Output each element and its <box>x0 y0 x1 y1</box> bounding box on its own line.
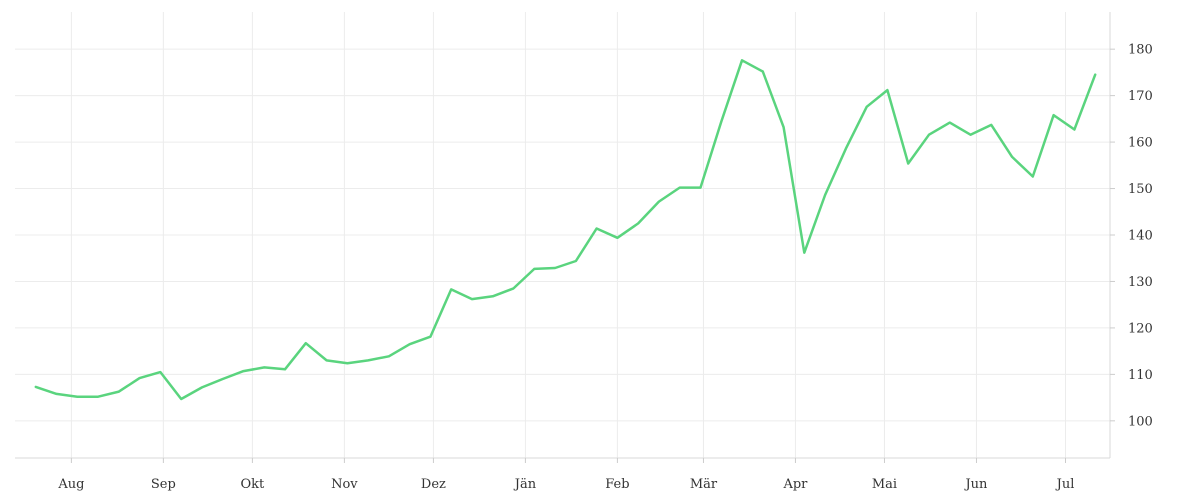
data-point <box>573 259 578 264</box>
data-point <box>449 287 454 292</box>
series-line <box>34 59 1097 401</box>
y-tick-label: 130 <box>1128 275 1153 290</box>
data-point <box>947 120 952 125</box>
data-point <box>802 250 807 255</box>
data-point <box>262 365 267 370</box>
data-point <box>698 185 703 190</box>
data-point <box>220 377 225 382</box>
data-point <box>137 376 142 381</box>
data-point <box>158 370 163 375</box>
data-point <box>283 367 288 372</box>
data-point <box>864 104 869 109</box>
data-point <box>677 185 682 190</box>
data-point <box>428 334 433 339</box>
data-point <box>656 199 661 204</box>
y-tick-label: 120 <box>1128 321 1153 336</box>
data-point <box>1010 154 1015 159</box>
x-tick-label: Jul <box>1055 477 1075 492</box>
data-point <box>740 58 745 63</box>
x-tick-label: Mär <box>690 477 718 492</box>
x-tick-label: Mai <box>872 477 897 492</box>
data-point <box>885 88 890 93</box>
data-point <box>490 294 495 299</box>
data-point <box>511 286 516 291</box>
x-tick-label: Aug <box>57 477 84 492</box>
data-point <box>386 354 391 359</box>
y-tick-label: 100 <box>1128 414 1153 429</box>
data-point <box>636 221 641 226</box>
data-point <box>1030 174 1035 179</box>
data-point <box>1051 113 1056 118</box>
y-tick-label: 180 <box>1128 43 1153 58</box>
data-point <box>241 369 246 374</box>
data-point <box>989 122 994 127</box>
data-point <box>116 389 121 394</box>
series <box>33 58 1098 402</box>
data-point <box>968 132 973 137</box>
data-point <box>366 358 371 363</box>
y-tick-label: 160 <box>1128 136 1153 151</box>
x-tick-label: Jun <box>963 477 988 492</box>
data-point <box>906 161 911 166</box>
data-point <box>553 266 558 271</box>
x-tick-label: Jän <box>513 477 537 492</box>
data-point <box>927 132 932 137</box>
y-tick-label: 110 <box>1128 368 1153 383</box>
y-tick-label: 170 <box>1128 89 1153 104</box>
x-tick-label: Nov <box>331 477 358 492</box>
data-point <box>1093 72 1098 77</box>
data-point <box>303 341 308 346</box>
data-point <box>345 361 350 366</box>
data-point <box>615 235 620 240</box>
data-point <box>324 358 329 363</box>
y-tick-label: 150 <box>1128 182 1153 197</box>
x-tick-label: Okt <box>241 477 266 492</box>
grid <box>15 12 1110 458</box>
data-point <box>760 69 765 74</box>
data-point <box>407 342 412 347</box>
y-tick-label: 140 <box>1128 229 1153 244</box>
axes: Aug Sep Okt Nov Dez Jän Feb Mär Apr Mai Jun Jul 100 1… <box>15 12 1153 492</box>
data-point <box>54 391 59 396</box>
x-tick-label: Sep <box>151 477 176 492</box>
data-point <box>470 297 475 302</box>
data-point <box>781 125 786 130</box>
data-point <box>594 226 599 231</box>
data-point <box>719 119 724 124</box>
x-tick-label: Apr <box>782 477 808 492</box>
data-point <box>33 384 38 389</box>
data-point <box>179 397 184 402</box>
data-point <box>200 385 205 390</box>
x-tick-label: Feb <box>605 477 629 492</box>
data-point <box>823 193 828 198</box>
data-point <box>1072 127 1077 132</box>
data-point <box>96 394 101 399</box>
data-point <box>843 146 848 151</box>
data-point <box>532 266 537 271</box>
data-point <box>75 394 80 399</box>
x-tick-label: Dez <box>421 477 446 492</box>
